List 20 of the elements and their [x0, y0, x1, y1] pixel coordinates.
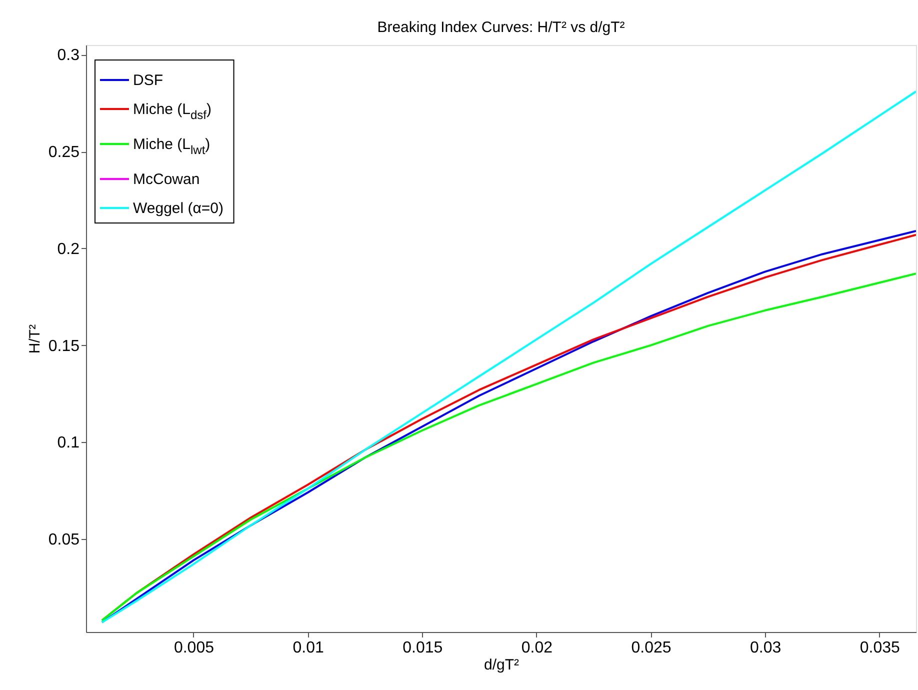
x-tick-label: 0.01: [292, 640, 324, 656]
x-tick-label: 0.005: [174, 640, 214, 656]
x-axis-title: d/gT²: [484, 656, 520, 674]
x-tick-label: 0.015: [402, 640, 443, 656]
legend-label: McCowan: [133, 171, 200, 188]
x-tick-label: 0.02: [521, 640, 553, 656]
legend-label: DSF: [133, 72, 163, 89]
legend-label: Weggel (α=0): [133, 200, 224, 217]
y-tick-label: 0.1: [57, 434, 80, 452]
y-tick-label: 0.05: [48, 532, 80, 549]
x-tick-label: 0.025: [631, 640, 672, 656]
y-tick-label: 0.2: [57, 240, 80, 258]
y-axis-title: H/T²: [26, 324, 44, 354]
x-tick-label: 0.035: [860, 640, 900, 656]
y-tick-label: 0.3: [57, 47, 80, 64]
y-tick-label: 0.15: [48, 338, 80, 355]
x-tick-label: 0.03: [750, 640, 782, 656]
line-series: [101, 90, 916, 624]
chart-title: Breaking Index Curves: H/T² vs d/gT²: [377, 19, 625, 36]
y-tick-label: 0.25: [48, 144, 80, 162]
